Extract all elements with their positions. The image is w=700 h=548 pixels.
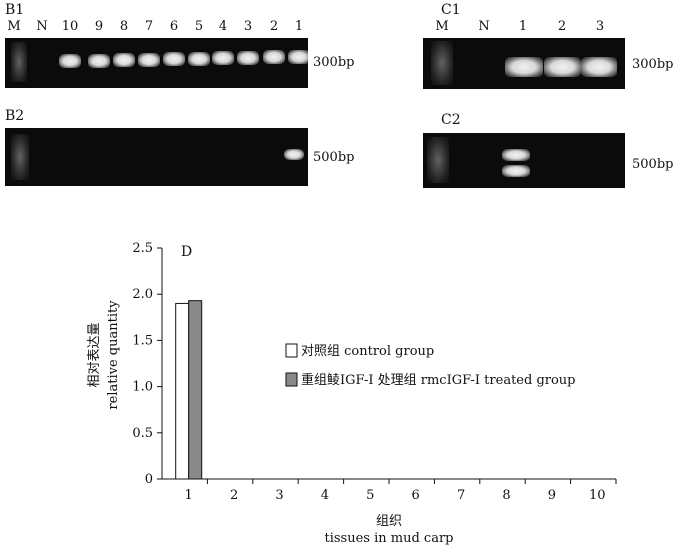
gel-image-c1 [423, 38, 625, 89]
gel-band [502, 149, 530, 161]
gel-image-b2 [5, 128, 308, 186]
legend-swatch [285, 372, 298, 387]
lane-label: M [435, 19, 449, 34]
ladder-band [427, 137, 449, 183]
y-tick-label: 2.5 [132, 241, 153, 256]
legend-label: 重组鲮IGF-I 处理组 rmcIGF-I treated group [301, 372, 576, 388]
gel-band [212, 51, 234, 65]
gel-band [138, 52, 160, 67]
x-axis-label-en: tissues in mud carp [325, 531, 454, 546]
lane-label: N [36, 19, 48, 34]
y-tick-label: 1.0 [132, 380, 153, 395]
x-tick-label: 5 [366, 488, 374, 503]
lane-label: M [7, 19, 21, 34]
x-tick-label: 4 [321, 488, 329, 503]
y-tick-label: 0.5 [132, 426, 153, 441]
x-tick-label: 3 [275, 488, 283, 503]
lane-label: 5 [194, 19, 204, 34]
x-tick-label: 8 [502, 488, 510, 503]
y-tick-label: 2.0 [132, 287, 153, 302]
ladder-band [11, 42, 27, 82]
panel-label-b1: B1 [5, 2, 25, 18]
bar-control [175, 302, 190, 480]
gel-band [263, 50, 285, 64]
gel-image-b1 [5, 38, 308, 88]
gel-band [544, 57, 581, 77]
y-tick-label: 0 [145, 472, 153, 487]
lane-label: 10 [61, 19, 79, 34]
x-tick-label: 2 [230, 488, 238, 503]
panel-label-c2: C2 [441, 112, 461, 128]
gel-band [502, 165, 530, 177]
gel-band [88, 53, 110, 68]
gel-band [59, 54, 81, 68]
x-axis-label-cn: 组织 [376, 514, 402, 529]
gel-band [188, 51, 210, 66]
panel-label-b2: B2 [5, 108, 25, 124]
y-tick-label: 1.5 [132, 333, 153, 348]
lane-label: 1 [518, 19, 528, 34]
panel-label-c1: C1 [441, 2, 461, 18]
x-tick-label: 9 [548, 488, 556, 503]
gel-band [237, 50, 259, 65]
gel-band [284, 149, 304, 160]
band-size-label-b1: 300bp [313, 55, 355, 70]
gel-band [581, 57, 617, 77]
lane-label: 7 [144, 19, 154, 34]
bar-treated [188, 300, 203, 480]
gel-band [288, 49, 308, 64]
lane-label: 8 [119, 19, 129, 34]
lane-label: 4 [218, 19, 228, 34]
band-size-label-c2: 500bp [632, 157, 674, 172]
gel-band [505, 57, 543, 77]
lane-label: 1 [294, 19, 304, 34]
ladder-band [431, 41, 453, 85]
ladder-band [11, 134, 29, 180]
lane-label: 6 [169, 19, 179, 34]
y-axis-label-en: relative quantity [106, 300, 121, 410]
y-axis-label-cn: 相对表达量 [87, 322, 102, 387]
band-size-label-c1: 300bp [632, 57, 674, 72]
lane-label: N [478, 19, 490, 34]
lane-label: 9 [94, 19, 104, 34]
x-tick-label: 10 [589, 488, 606, 503]
lane-label: 3 [243, 19, 253, 34]
panel-label-d: D [181, 244, 192, 260]
gel-band [163, 52, 185, 66]
gel-image-c2 [423, 133, 625, 188]
legend-swatch [285, 343, 298, 358]
legend-label: 对照组 control group [301, 344, 434, 359]
gel-band [113, 53, 135, 67]
x-tick-label: 1 [185, 488, 193, 503]
x-tick-label: 6 [412, 488, 420, 503]
x-tick-label: 7 [457, 488, 465, 503]
lane-label: 2 [557, 19, 567, 34]
lane-label: 3 [595, 19, 605, 34]
band-size-label-b2: 500bp [313, 150, 355, 165]
lane-label: 2 [269, 19, 279, 34]
